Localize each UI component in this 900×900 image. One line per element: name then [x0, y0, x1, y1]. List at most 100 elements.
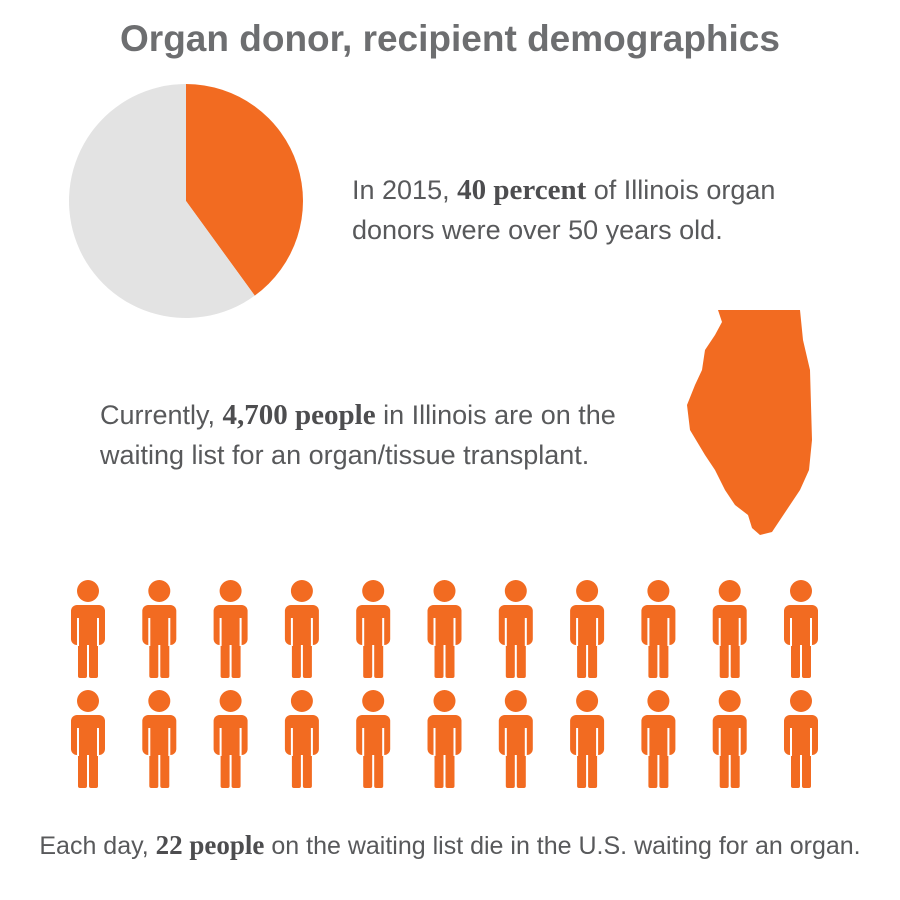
person-leg	[659, 640, 669, 678]
fact-highlight: 22 people	[155, 830, 265, 860]
person-torso	[356, 715, 391, 755]
person-head	[148, 580, 171, 602]
person-icon	[284, 690, 319, 788]
person-torso	[284, 715, 319, 755]
person-leg	[220, 750, 230, 788]
arm-gap	[433, 618, 436, 646]
arm-gap	[168, 728, 171, 756]
person-leg	[659, 750, 669, 788]
person-leg	[791, 750, 800, 788]
person-leg	[363, 640, 373, 678]
person-icon	[427, 580, 462, 678]
person-torso	[570, 715, 605, 755]
title: Organ donor, recipient demographics	[120, 18, 780, 59]
person-head	[219, 690, 242, 712]
person-head	[219, 580, 242, 602]
person-leg	[231, 750, 241, 788]
person-icon	[712, 690, 747, 788]
person-icon	[570, 580, 605, 678]
person-leg	[434, 640, 444, 678]
person-leg	[577, 640, 587, 678]
person-torso	[784, 605, 818, 645]
fact-deaths: Each day, 22 people on the waiting list …	[0, 825, 900, 866]
person-icon	[213, 580, 248, 678]
person-icon	[71, 690, 105, 788]
person-icon	[142, 690, 177, 788]
person-leg	[791, 640, 800, 678]
arm-gap	[148, 618, 151, 646]
person-leg	[374, 640, 384, 678]
person-leg	[434, 750, 444, 788]
person-leg	[445, 640, 455, 678]
person-torso	[641, 605, 676, 645]
person-icon	[498, 580, 533, 678]
person-leg	[78, 750, 87, 788]
arm-gap	[647, 728, 650, 756]
person-leg	[374, 750, 384, 788]
person-leg	[291, 750, 301, 788]
arm-gap	[647, 618, 650, 646]
fact-donors: In 2015, 40 percent of Illinois organ do…	[352, 170, 822, 250]
person-icon	[641, 580, 676, 678]
person-leg	[231, 640, 241, 678]
arm-gap	[738, 618, 741, 646]
person-torso	[71, 715, 105, 755]
arm-gap	[790, 618, 792, 646]
person-leg	[802, 640, 811, 678]
person-leg	[516, 750, 526, 788]
person-head	[77, 690, 99, 712]
arm-gap	[97, 618, 99, 646]
person-icon	[142, 580, 177, 678]
person-leg	[149, 640, 159, 678]
arm-gap	[667, 618, 670, 646]
person-leg	[730, 640, 740, 678]
illinois-map	[687, 310, 812, 535]
arm-gap	[310, 618, 313, 646]
arm-gap	[362, 728, 365, 756]
arm-gap	[433, 728, 436, 756]
arm-gap	[382, 728, 385, 756]
person-leg	[220, 640, 230, 678]
arm-gap	[453, 728, 456, 756]
person-head	[504, 580, 527, 602]
person-icon	[427, 690, 462, 788]
person-torso	[427, 715, 462, 755]
arm-gap	[77, 618, 79, 646]
person-torso	[712, 715, 747, 755]
person-head	[504, 690, 527, 712]
person-leg	[291, 640, 301, 678]
person-icon	[71, 580, 105, 678]
arm-gap	[97, 728, 99, 756]
person-leg	[648, 640, 658, 678]
person-icon	[784, 580, 818, 678]
person-torso	[498, 605, 533, 645]
person-torso	[784, 715, 818, 755]
fact-waiting: Currently, 4,700 people in Illinois are …	[100, 395, 660, 475]
person-leg	[302, 640, 312, 678]
person-head	[718, 690, 741, 712]
person-torso	[142, 715, 177, 755]
person-icon	[356, 580, 391, 678]
arm-gap	[239, 618, 242, 646]
person-icon	[284, 580, 319, 678]
person-head	[647, 580, 670, 602]
arm-gap	[219, 618, 222, 646]
pie-slice	[69, 84, 255, 318]
person-head	[148, 690, 171, 712]
person-leg	[802, 750, 811, 788]
fact-suffix: in Illinois are on the waiting list for …	[100, 400, 616, 470]
arm-gap	[382, 618, 385, 646]
person-torso	[570, 605, 605, 645]
person-leg	[363, 750, 373, 788]
person-leg	[648, 750, 658, 788]
fact-suffix: on the waiting list die in the U.S. wait…	[271, 832, 861, 860]
person-torso	[427, 605, 462, 645]
person-leg	[588, 640, 598, 678]
person-leg	[577, 750, 587, 788]
arm-gap	[596, 728, 599, 756]
arm-gap	[596, 618, 599, 646]
person-head	[290, 580, 313, 602]
person-leg	[505, 750, 515, 788]
arm-gap	[718, 728, 721, 756]
